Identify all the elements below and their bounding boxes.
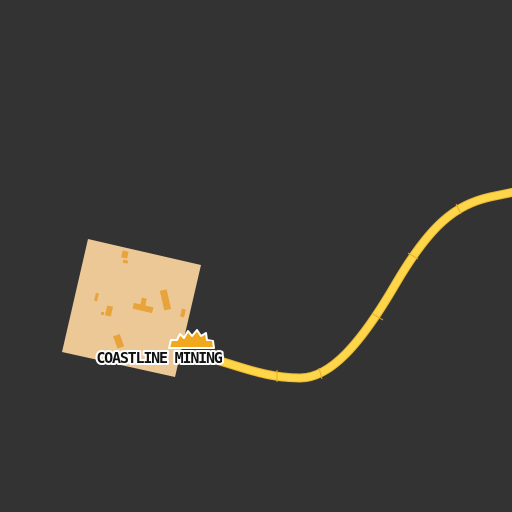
poi-label: COASTLINE MINING: [96, 349, 222, 367]
building: [94, 292, 99, 302]
mine-site-area[interactable]: [62, 239, 201, 377]
building: [121, 250, 129, 259]
road-segment-joints: [276, 203, 462, 382]
building: [122, 259, 129, 264]
building: [101, 312, 104, 315]
building: [180, 308, 186, 318]
poi-label-halo: COASTLINE MINING: [96, 349, 222, 367]
mine-buildings: [94, 250, 186, 349]
building: [159, 289, 172, 311]
road-line: [205, 188, 512, 382]
mine-site-footprint: [62, 239, 201, 377]
building: [104, 305, 114, 317]
building: [113, 333, 125, 349]
road[interactable]: [204, 187, 512, 383]
building: [132, 302, 154, 314]
poi-coastline-mining[interactable]: COASTLINE MINING COASTLINE MINING: [94, 329, 226, 369]
mining-truck-icon: [168, 329, 215, 349]
